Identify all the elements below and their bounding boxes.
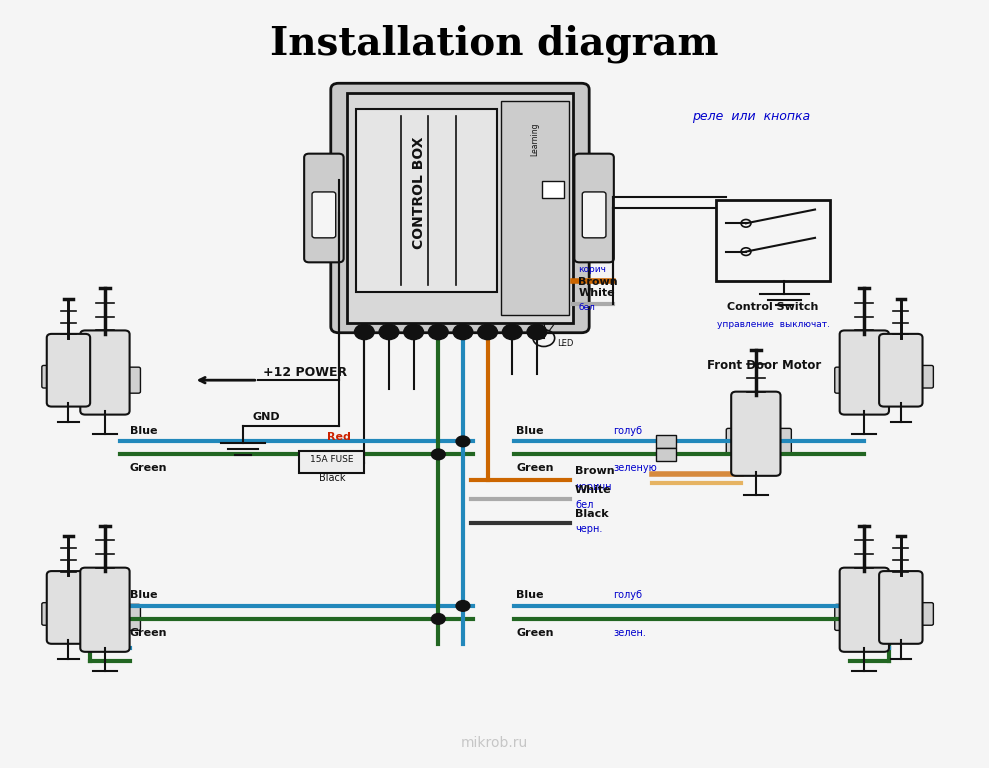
Circle shape (428, 324, 448, 339)
FancyBboxPatch shape (575, 154, 614, 263)
Text: LED: LED (557, 339, 573, 348)
Text: Green: Green (516, 463, 554, 473)
Text: GND: GND (253, 412, 281, 422)
Text: Green: Green (516, 627, 554, 637)
Text: голуб: голуб (613, 591, 642, 601)
FancyBboxPatch shape (583, 192, 606, 238)
FancyBboxPatch shape (46, 571, 90, 644)
FancyBboxPatch shape (330, 83, 589, 333)
Text: Blue: Blue (130, 591, 157, 601)
FancyBboxPatch shape (874, 603, 890, 625)
FancyBboxPatch shape (42, 603, 57, 625)
Text: Learning: Learning (530, 122, 539, 156)
Text: коричн: коричн (575, 482, 611, 492)
Text: черн.: черн. (575, 525, 602, 535)
Text: Green: Green (130, 463, 167, 473)
FancyBboxPatch shape (731, 392, 780, 476)
FancyBboxPatch shape (726, 429, 742, 455)
FancyBboxPatch shape (356, 108, 497, 292)
Text: Installation diagram: Installation diagram (270, 25, 719, 63)
FancyBboxPatch shape (840, 330, 889, 415)
Text: голуб: голуб (613, 425, 642, 435)
FancyBboxPatch shape (884, 367, 900, 393)
Circle shape (478, 324, 497, 339)
Circle shape (431, 449, 445, 460)
Text: CONTROL BOX: CONTROL BOX (412, 137, 426, 249)
FancyBboxPatch shape (775, 429, 791, 455)
FancyBboxPatch shape (874, 366, 890, 388)
FancyBboxPatch shape (657, 435, 675, 448)
FancyBboxPatch shape (840, 568, 889, 652)
Text: Control Switch: Control Switch (728, 302, 819, 312)
FancyBboxPatch shape (305, 154, 343, 263)
FancyBboxPatch shape (125, 367, 140, 393)
Circle shape (527, 324, 547, 339)
FancyBboxPatch shape (42, 366, 57, 388)
Text: mikrob.ru: mikrob.ru (461, 737, 528, 750)
Text: Blue: Blue (516, 425, 544, 435)
Circle shape (456, 601, 470, 611)
Text: White: White (579, 288, 615, 298)
FancyBboxPatch shape (80, 568, 130, 652)
Circle shape (431, 614, 445, 624)
Circle shape (379, 324, 399, 339)
Text: Black: Black (575, 509, 608, 519)
Text: 15A FUSE: 15A FUSE (310, 455, 353, 464)
FancyBboxPatch shape (75, 367, 91, 393)
Text: Blue: Blue (516, 591, 544, 601)
Circle shape (453, 324, 473, 339)
FancyBboxPatch shape (75, 604, 91, 631)
Text: Brown: Brown (575, 465, 614, 475)
FancyBboxPatch shape (346, 93, 574, 323)
FancyBboxPatch shape (835, 604, 851, 631)
Circle shape (404, 324, 423, 339)
Text: Black: Black (318, 473, 345, 483)
Text: Red: Red (326, 432, 351, 442)
FancyBboxPatch shape (657, 449, 675, 461)
FancyBboxPatch shape (313, 192, 335, 238)
FancyBboxPatch shape (918, 603, 934, 625)
FancyBboxPatch shape (46, 334, 90, 406)
Text: Brown: Brown (579, 276, 618, 286)
FancyBboxPatch shape (879, 334, 923, 406)
FancyBboxPatch shape (879, 571, 923, 644)
Text: реле  или  кнопка: реле или кнопка (691, 110, 810, 123)
Text: White: White (575, 485, 611, 495)
Text: бел: бел (575, 500, 593, 510)
Text: +12 POWER: +12 POWER (263, 366, 347, 379)
Text: Green: Green (130, 627, 167, 637)
Text: зеленую: зеленую (613, 463, 657, 473)
FancyBboxPatch shape (125, 604, 140, 631)
FancyBboxPatch shape (85, 366, 101, 388)
Text: Front Door Motor: Front Door Motor (706, 359, 821, 372)
FancyBboxPatch shape (542, 181, 564, 198)
Circle shape (456, 436, 470, 447)
Text: Blue: Blue (130, 425, 157, 435)
FancyBboxPatch shape (300, 452, 364, 473)
FancyBboxPatch shape (884, 604, 900, 631)
FancyBboxPatch shape (918, 366, 934, 388)
Text: бел: бел (579, 303, 595, 312)
Circle shape (502, 324, 522, 339)
Circle shape (354, 324, 374, 339)
FancyBboxPatch shape (835, 367, 851, 393)
Text: зелен.: зелен. (613, 627, 646, 637)
FancyBboxPatch shape (500, 101, 569, 315)
FancyBboxPatch shape (80, 330, 130, 415)
FancyBboxPatch shape (85, 603, 101, 625)
Text: управление  выключат.: управление выключат. (717, 319, 830, 329)
Text: корич: корич (579, 264, 606, 273)
FancyBboxPatch shape (716, 200, 830, 280)
